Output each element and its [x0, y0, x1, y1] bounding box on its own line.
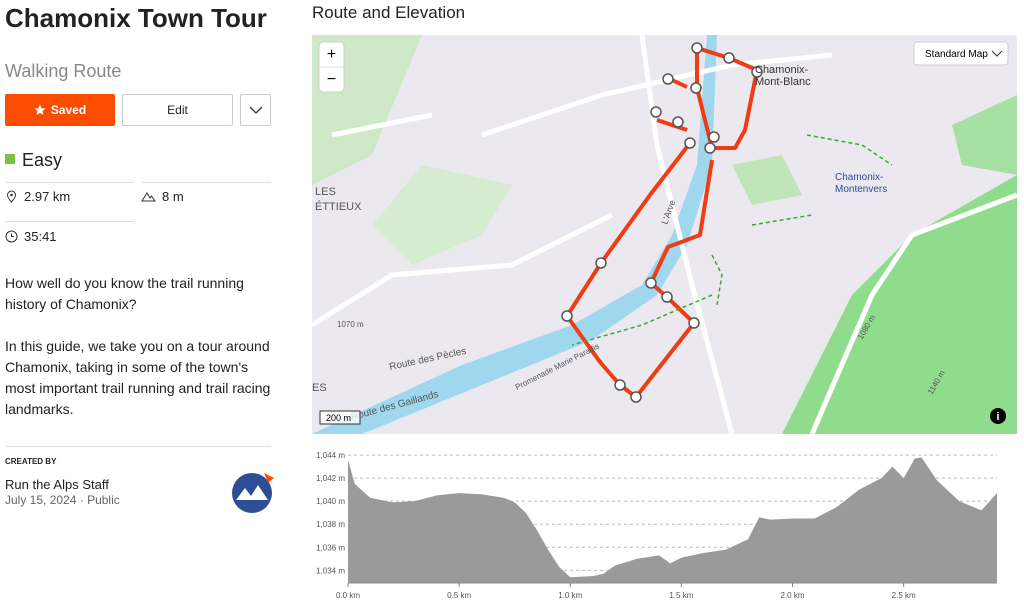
avatar: [232, 473, 274, 513]
x-tick-label: 2.5 km: [892, 591, 916, 600]
distance-stat: 2.97 km: [5, 189, 70, 204]
duration-stat: 35:41: [5, 229, 57, 244]
chevron: [249, 106, 262, 114]
date: July 15, 2024: [5, 493, 77, 507]
saved-button[interactable]: Saved: [5, 94, 115, 126]
title: Chamonix Town Tour: [5, 3, 267, 33]
map-label: Chamonix-: [835, 172, 883, 183]
star-icon: [34, 104, 46, 115]
y-tick-label: 1,044 m: [316, 451, 345, 460]
info-button[interactable]: [990, 408, 1006, 424]
zoom-in[interactable]: +: [327, 46, 336, 63]
edit-label: Edit: [167, 103, 188, 117]
y-tick-label: 1,036 m: [316, 543, 345, 552]
map-label: Chamonix-: [755, 64, 809, 76]
more-button[interactable]: [240, 94, 271, 126]
map-style: Standard Map: [925, 49, 988, 60]
edit-button[interactable]: Edit: [122, 94, 233, 126]
x-tick-label: 2.0 km: [781, 591, 805, 600]
zoom-control: + −: [318, 41, 345, 93]
elevation-gain: 8 m: [162, 189, 184, 204]
map-label: 1070 m: [337, 320, 364, 329]
map-label: Montenvers: [835, 184, 887, 195]
pin-icon: [6, 190, 17, 203]
y-tick-label: 1,034 m: [316, 566, 345, 575]
elevation-stat: 8 m: [141, 189, 184, 204]
created-by-label: CREATED BY: [5, 457, 57, 466]
scale-label: 200 m: [326, 413, 351, 423]
map[interactable]: Chamonix- Mont-Blanc Chamonix- Montenver…: [312, 35, 1017, 434]
section-title: Route and Elevation: [312, 3, 466, 22]
map-label: ES: [312, 382, 327, 394]
chevron: [991, 50, 1003, 57]
y-tick-label: 1,040 m: [316, 497, 345, 506]
elevation-chart: 1,034 m 1,036 m 1,038 m 1,040 m 1,042 m 1,044…: [316, 451, 997, 600]
x-tick-label: 0.0 km: [336, 591, 360, 600]
clock-icon: [5, 230, 18, 243]
map-label: ÉTTIEUX: [315, 200, 362, 213]
scale-bar: [319, 410, 361, 425]
map-label: LES: [315, 186, 336, 198]
description: How well do you know the trail running h…: [5, 275, 244, 312]
duration: 35:41: [24, 229, 57, 244]
divider: [5, 221, 134, 222]
x-tick-label: 1.0 km: [558, 591, 582, 600]
divider: [5, 182, 134, 183]
info-icon: i: [996, 411, 999, 423]
x-tick-label: 0.5 km: [447, 591, 471, 600]
visibility: Public: [87, 493, 120, 507]
map-style-select[interactable]: [913, 41, 1009, 66]
distance: 2.97 km: [24, 189, 71, 204]
x-tick-label: 1.5 km: [669, 591, 693, 600]
elevation-area: [348, 457, 997, 583]
description: In this guide, we take you on a tour aro…: [5, 338, 271, 417]
mountain-icon: [141, 192, 156, 202]
subtitle: Walking Route: [5, 61, 122, 81]
y-tick-label: 1,038 m: [316, 520, 345, 529]
difficulty: Easy: [22, 150, 63, 170]
difficulty-dot: [5, 154, 15, 164]
creator-name[interactable]: Run the Alps Staff: [5, 477, 109, 492]
divider: [5, 446, 271, 447]
saved-label: Saved: [50, 103, 87, 117]
y-tick-label: 1,042 m: [316, 474, 345, 483]
map-label: Mont-Blanc: [755, 76, 811, 88]
divider: [141, 182, 271, 183]
zoom-out[interactable]: −: [327, 71, 336, 88]
creator-meta: July 15, 2024 · Public: [5, 493, 120, 507]
